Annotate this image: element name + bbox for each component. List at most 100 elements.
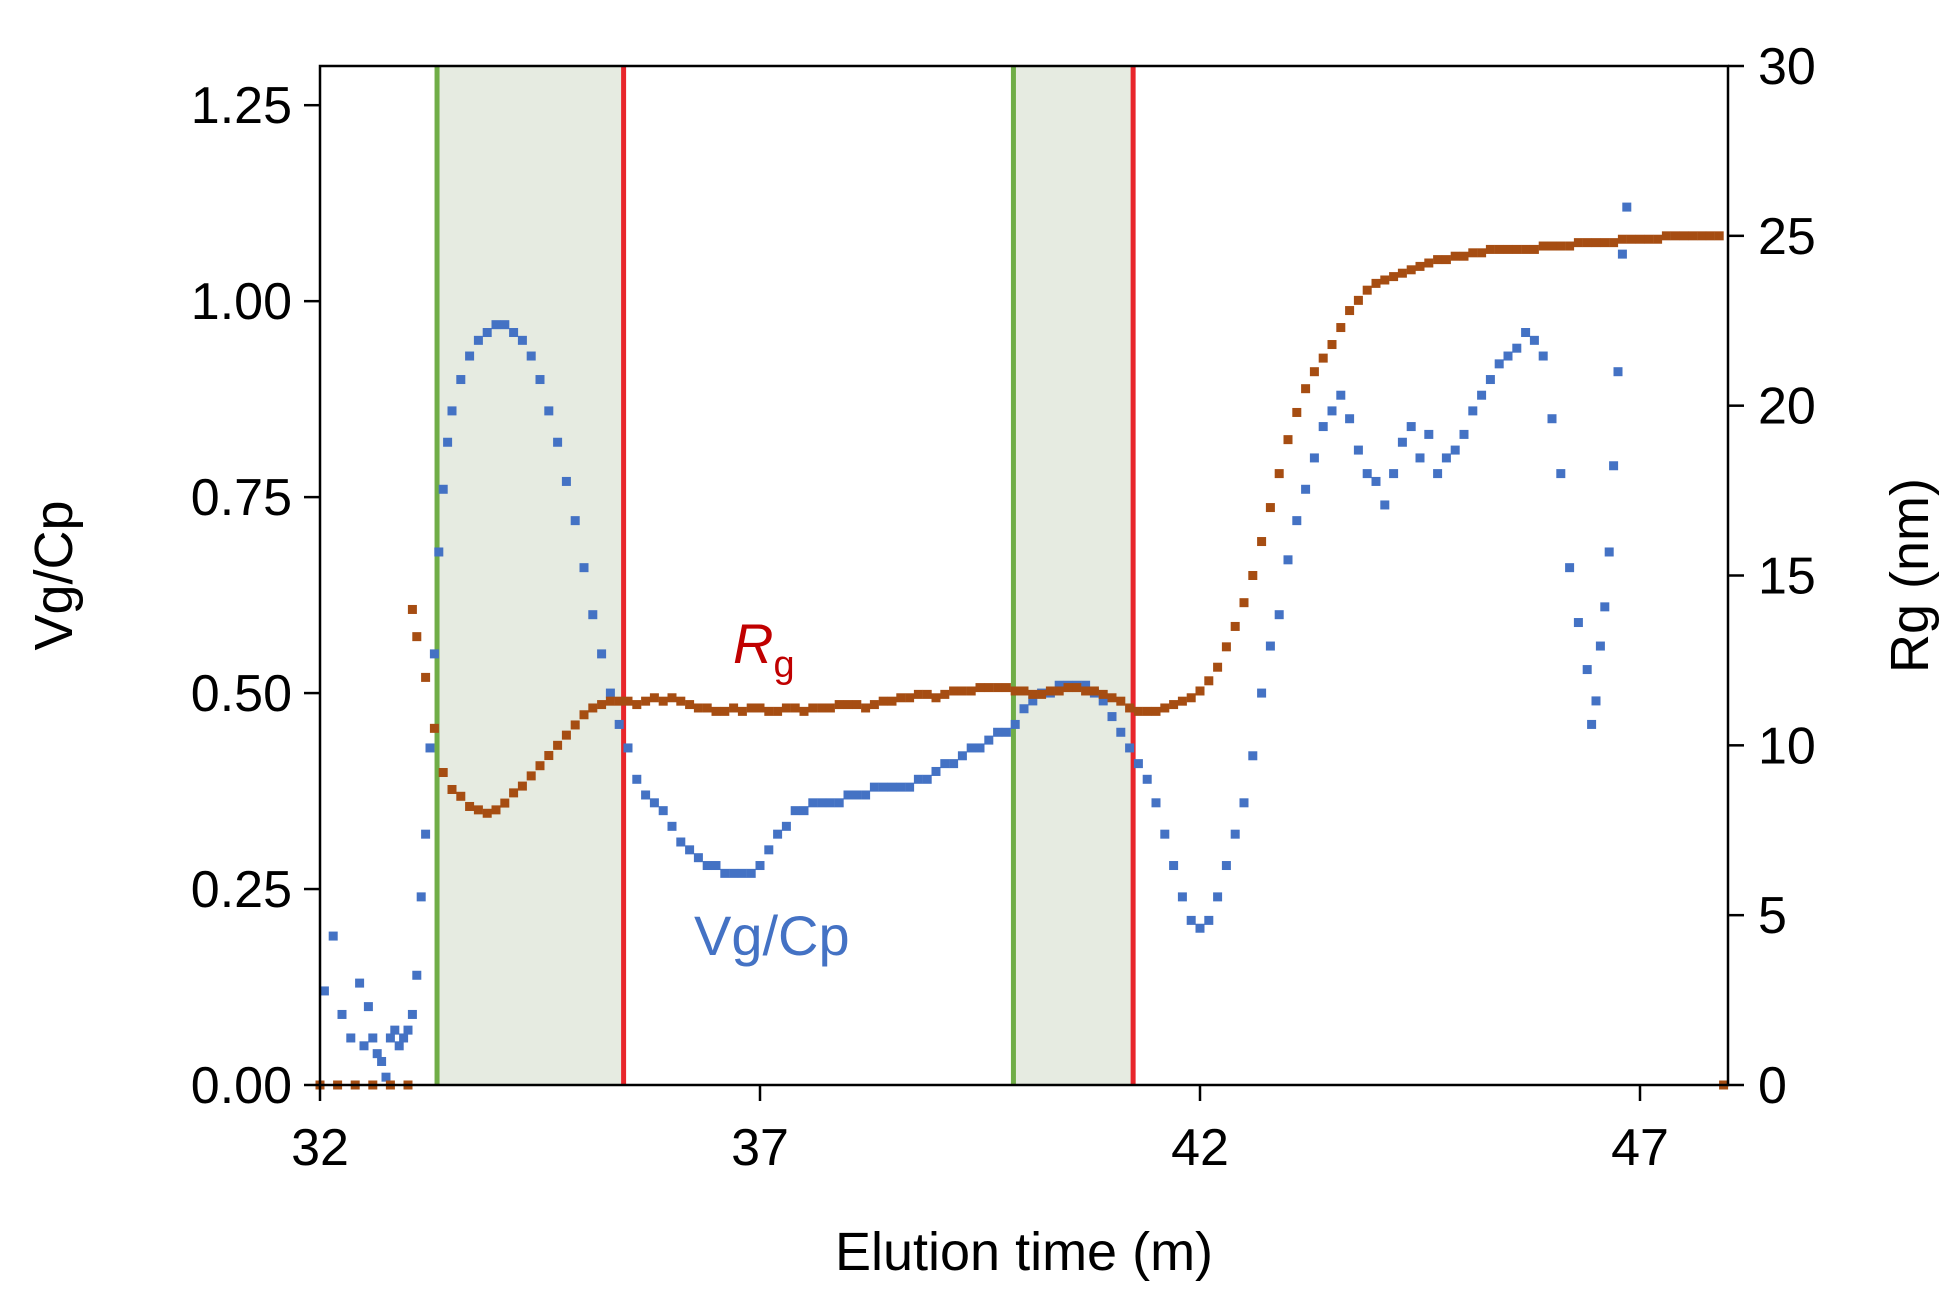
vg-point <box>913 774 923 784</box>
vg-point <box>1397 437 1407 447</box>
rg-point <box>693 703 703 713</box>
rg-point <box>1406 265 1416 275</box>
rg-point <box>1679 231 1689 241</box>
vg-point <box>878 782 888 792</box>
rg-point <box>685 700 695 710</box>
vg-point <box>1613 367 1623 377</box>
vg-point <box>1380 500 1390 510</box>
rg-annotation-main: R <box>733 612 773 675</box>
vg-point <box>1591 696 1601 706</box>
rg-point <box>869 700 879 710</box>
vg-point <box>570 516 580 526</box>
rg-point <box>746 703 756 713</box>
rg-point <box>790 703 800 713</box>
vg-point <box>372 1049 382 1059</box>
vg-point <box>456 375 466 385</box>
rg-point <box>825 703 835 713</box>
rg-point <box>526 771 536 781</box>
vg-point <box>1556 469 1566 479</box>
vg-point <box>1441 453 1451 463</box>
rg-point <box>1459 251 1469 261</box>
vg-point <box>579 563 589 573</box>
rg-point <box>1626 234 1636 244</box>
vg-point <box>407 1009 417 1019</box>
rg-point <box>500 798 510 808</box>
left-tick-label: 1.00 <box>191 273 292 331</box>
rg-point <box>993 683 1003 693</box>
vg-point <box>1265 641 1275 651</box>
rg-point <box>808 703 818 713</box>
right-axis-title: Rg (nm) <box>1880 478 1940 673</box>
rg-point <box>1661 231 1671 241</box>
rg-point <box>1433 255 1443 265</box>
rg-point <box>1213 662 1223 672</box>
rg-point <box>1380 275 1390 285</box>
series-vg-cp <box>319 202 1632 1082</box>
rg-point <box>940 689 950 699</box>
vg-point <box>491 320 501 330</box>
vg-point <box>1054 680 1064 690</box>
vg-point <box>1345 414 1355 424</box>
vg-point <box>966 743 976 753</box>
vg-point <box>517 335 527 345</box>
vg-point <box>473 335 483 345</box>
rg-point <box>482 808 492 818</box>
vg-point <box>1389 469 1399 479</box>
vg-point <box>790 806 800 816</box>
rg-point <box>957 686 967 696</box>
vg-point <box>685 845 695 855</box>
vg-point <box>1195 923 1205 933</box>
rg-point <box>1521 244 1531 254</box>
rg-point <box>720 706 730 716</box>
vg-point <box>328 931 338 941</box>
rg-point <box>975 683 985 693</box>
rg-point <box>1309 367 1319 377</box>
rg-point <box>544 751 554 761</box>
rg-point <box>1371 278 1381 288</box>
rg-point <box>1503 244 1513 254</box>
vg-point <box>869 782 879 792</box>
rg-point <box>1556 241 1566 251</box>
vg-point <box>773 829 783 839</box>
rg-point <box>570 720 580 730</box>
x-tick-label: 37 <box>731 1119 789 1177</box>
rg-point <box>1653 234 1663 244</box>
vg-point <box>363 1002 373 1012</box>
rg-point <box>1045 686 1055 696</box>
vg-point <box>390 1025 400 1035</box>
rg-point <box>1151 706 1161 716</box>
rg-point <box>1230 621 1240 631</box>
rg-point <box>1573 238 1583 248</box>
rg-point <box>407 604 417 614</box>
rg-point <box>799 706 809 716</box>
vg-point <box>544 406 554 416</box>
rg-point <box>1292 407 1302 417</box>
rg-point <box>1415 261 1425 271</box>
vg-point <box>746 868 756 878</box>
vg-point <box>526 351 536 361</box>
rg-point <box>438 768 448 778</box>
vg-point <box>443 437 453 447</box>
rg-point <box>412 632 422 642</box>
rg-point <box>711 706 721 716</box>
vg-point <box>1459 429 1469 439</box>
right-tick-label: 5 <box>1758 887 1787 945</box>
rg-point <box>1265 503 1275 513</box>
rg-point <box>729 703 739 713</box>
vg-point <box>1292 516 1302 526</box>
rg-point <box>852 700 862 710</box>
vg-point <box>421 829 431 839</box>
vg-point <box>1424 429 1434 439</box>
rg-point <box>491 805 501 815</box>
rg-point <box>1081 686 1091 696</box>
rg-point <box>1529 244 1539 254</box>
vg-point <box>1494 359 1504 369</box>
rg-point <box>649 693 659 703</box>
rg-point <box>1274 469 1284 479</box>
rg-point <box>843 700 853 710</box>
vg-point <box>711 861 721 871</box>
vg-point <box>1547 414 1557 424</box>
marker-lines <box>434 66 1136 1085</box>
vg-point <box>887 782 897 792</box>
rg-point <box>553 740 563 750</box>
